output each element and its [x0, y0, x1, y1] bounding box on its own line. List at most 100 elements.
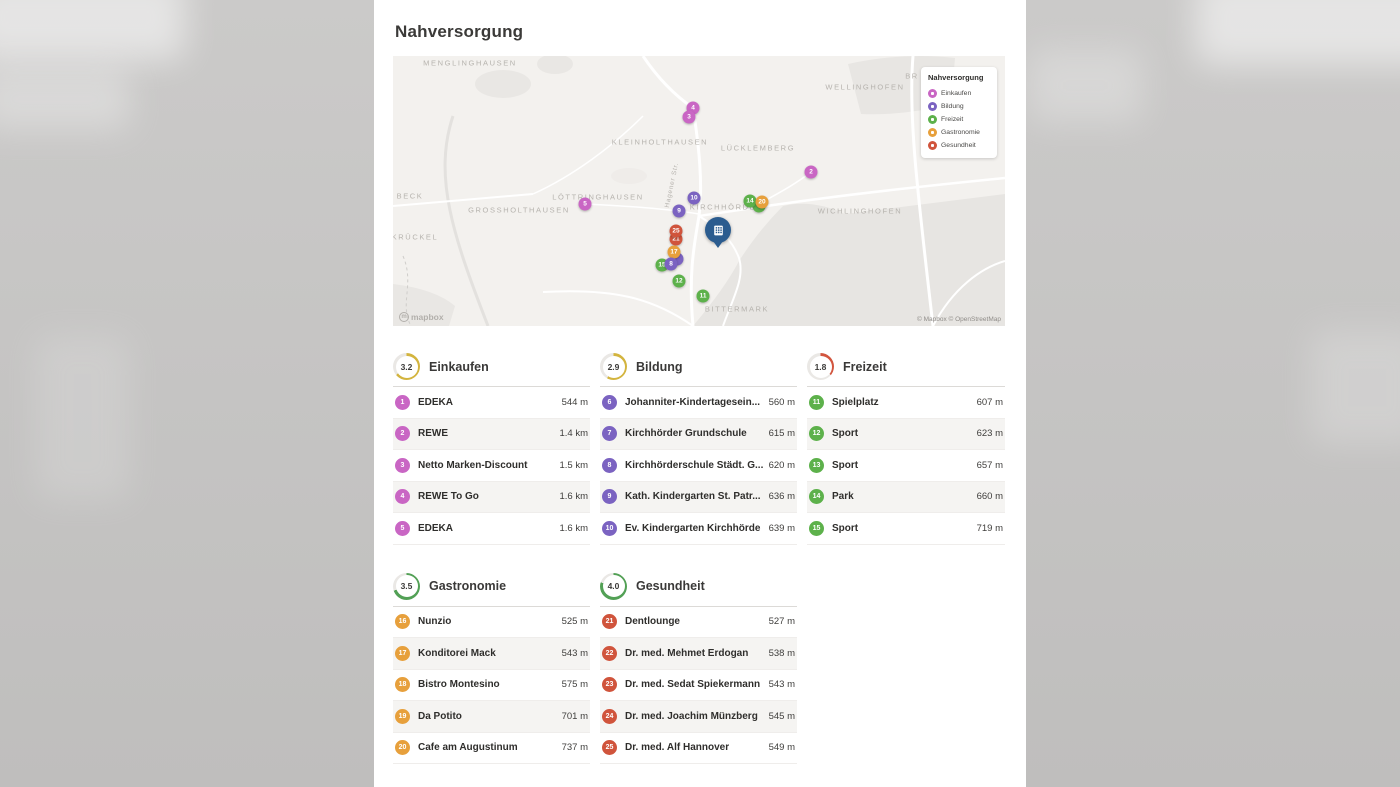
background-blur-blob [0, 0, 185, 60]
item-name: REWE [418, 428, 448, 440]
map-marker-25[interactable]: 25 [669, 224, 683, 238]
list-item: 5 EDEKA 1.6 km [393, 513, 590, 545]
item-number-badge: 4 [395, 489, 410, 505]
item-name: Dr. med. Joachim Münzberg [625, 710, 758, 722]
item-number-badge: 21 [602, 614, 617, 630]
item-number-badge: 25 [602, 740, 617, 756]
category-title: Freizeit [843, 359, 887, 374]
legend-item-bildung: Bildung [928, 100, 990, 113]
item-distance: 549 m [768, 742, 795, 754]
category-section-freizeit: 1.8 Freizeit 11 Spielplatz 607 m 12 Sport 623 m… [807, 353, 1005, 545]
item-name: Cafe am Augustinum [418, 742, 518, 754]
category-rows: 6 Johanniter-Kindertagesein... 560 m 7 Kirch… [600, 387, 797, 545]
item-number-badge: 2 [395, 426, 410, 442]
item-number-badge: 15 [809, 520, 824, 536]
map-marker-10[interactable]: 10 [687, 191, 701, 205]
score-value: 3.5 [395, 575, 418, 597]
list-item: 9 Kath. Kindergarten St. Patr... 636 m [600, 481, 797, 513]
category-divider [600, 605, 797, 607]
freizeit-category-icon [928, 115, 937, 124]
score-badge: 3.5 [393, 572, 420, 600]
map-area-label: MENGLINGHAUSEN [423, 58, 517, 68]
item-name: Konditorei Mack [418, 647, 496, 659]
item-distance: 615 m [768, 428, 795, 440]
item-distance: 657 m [976, 459, 1003, 471]
bildung-category-icon [928, 102, 937, 111]
category-divider [807, 386, 1005, 387]
list-item: 1 EDEKA 544 m [393, 387, 590, 419]
list-item: 2 REWE 1.4 km [393, 418, 590, 450]
item-distance: 527 m [768, 616, 795, 628]
mapbox-logo-text: mapbox [411, 312, 444, 322]
background-blur-blob [1310, 330, 1400, 445]
item-distance: 538 m [768, 647, 795, 659]
item-number-badge: 22 [602, 645, 617, 661]
list-item: 15 Sport 719 m [807, 513, 1005, 545]
item-number-badge: 6 [602, 394, 617, 410]
legend-item-gesundheit: Gesundheit [928, 139, 990, 152]
item-name: Johanniter-Kindertagesein... [625, 396, 761, 408]
map-area-label: BECK [396, 191, 424, 201]
map-attribution[interactable]: © Mapbox © OpenStreetMap [916, 316, 1001, 323]
list-item: 7 Kirchhörder Grundschule 615 m [600, 418, 797, 450]
item-name: Sport [832, 459, 859, 471]
item-distance: 1.4 km [559, 428, 588, 440]
category-header: 3.5 Gastronomie [393, 572, 590, 600]
map-marker-3[interactable]: 3 [682, 110, 696, 124]
map-area-label: BR [905, 71, 919, 81]
map-area-label: KRÜCKEL [393, 232, 439, 242]
category-divider [600, 386, 797, 387]
map-marker-8[interactable]: 8 [664, 257, 678, 271]
mapbox-logo[interactable]: m mapbox [399, 312, 444, 322]
map-marker-17[interactable]: 17 [667, 245, 681, 259]
map-marker-20[interactable]: 20 [755, 195, 769, 209]
item-name: Spielplatz [832, 396, 879, 408]
item-number-badge: 1 [395, 394, 410, 410]
item-name: Nunzio [418, 616, 452, 628]
map-marker-12[interactable]: 12 [672, 274, 686, 288]
map-marker-9[interactable]: 9 [672, 204, 686, 218]
category-divider [393, 386, 590, 387]
item-name: Sport [832, 522, 859, 534]
property-location-marker[interactable] [705, 217, 731, 243]
item-number-badge: 11 [809, 394, 824, 410]
map-marker-2[interactable]: 2 [804, 165, 818, 179]
map-area-label: BITTERMARK [704, 304, 770, 314]
legend-item-label: Bildung [941, 103, 964, 110]
category-section-gastronomie: 3.5 Gastronomie 16 Nunzio 525 m 17 Konditorei … [393, 572, 590, 764]
category-section-bildung: 2.9 Bildung 6 Johanniter-Kindertagesein... 5… [600, 353, 797, 545]
item-distance: 543 m [768, 679, 795, 691]
score-badge: 1.8 [807, 353, 834, 380]
item-number-badge: 10 [602, 520, 617, 536]
category-rows: 1 EDEKA 544 m 2 REWE 1.4 km 3 Netto Marken-Disc… [393, 387, 590, 545]
list-item: 22 Dr. med. Mehmet Erdogan 538 m [600, 638, 797, 670]
score-badge: 3.2 [393, 353, 420, 380]
category-rows: 16 Nunzio 525 m 17 Konditorei Mack 543 m 18 Bis… [393, 607, 590, 764]
score-value: 3.2 [395, 355, 418, 378]
item-number-badge: 9 [602, 489, 617, 505]
item-name: Kath. Kindergarten St. Patr... [625, 491, 761, 503]
list-item: 6 Johanniter-Kindertagesein... 560 m [600, 387, 797, 419]
map-marker-14[interactable]: 14 [743, 194, 757, 208]
list-item: 8 Kirchhörderschule Städt. G... 620 m [600, 450, 797, 482]
map-marker-5[interactable]: 5 [578, 197, 592, 211]
item-distance: 545 m [768, 710, 795, 722]
map-area-label: WICHLINGHOFEN [817, 206, 903, 216]
item-number-badge: 17 [395, 645, 410, 661]
list-item: 10 Ev. Kindergarten Kirchhörde 639 m [600, 513, 797, 545]
category-section-einkaufen: 3.2 Einkaufen 1 EDEKA 544 m 2 REWE 1.4 km 3 Netto… [393, 353, 590, 545]
map-area-label: LÖTTRINGHAUSEN [552, 192, 644, 202]
item-name: Bistro Montesino [418, 679, 500, 691]
item-distance: 737 m [561, 742, 588, 754]
background-blur-blob [35, 335, 130, 500]
item-number-badge: 12 [809, 426, 824, 442]
item-name: Dr. med. Alf Hannover [625, 742, 730, 754]
map-base-layer [393, 56, 1005, 326]
legend-item-label: Einkaufen [941, 90, 972, 97]
list-item: 18 Bistro Montesino 575 m [393, 670, 590, 701]
map-marker-11[interactable]: 11 [696, 289, 710, 303]
amenities-map[interactable]: MENGLINGHAUSEN KLEINHOLTHAUSEN LÜCKLEMBERG… [393, 56, 1005, 326]
item-number-badge: 3 [395, 457, 410, 473]
category-section-gesundheit: 4.0 Gesundheit 21 Dentlounge 527 m 22 Dr. med.… [600, 572, 797, 764]
category-title: Gastronomie [429, 579, 507, 593]
